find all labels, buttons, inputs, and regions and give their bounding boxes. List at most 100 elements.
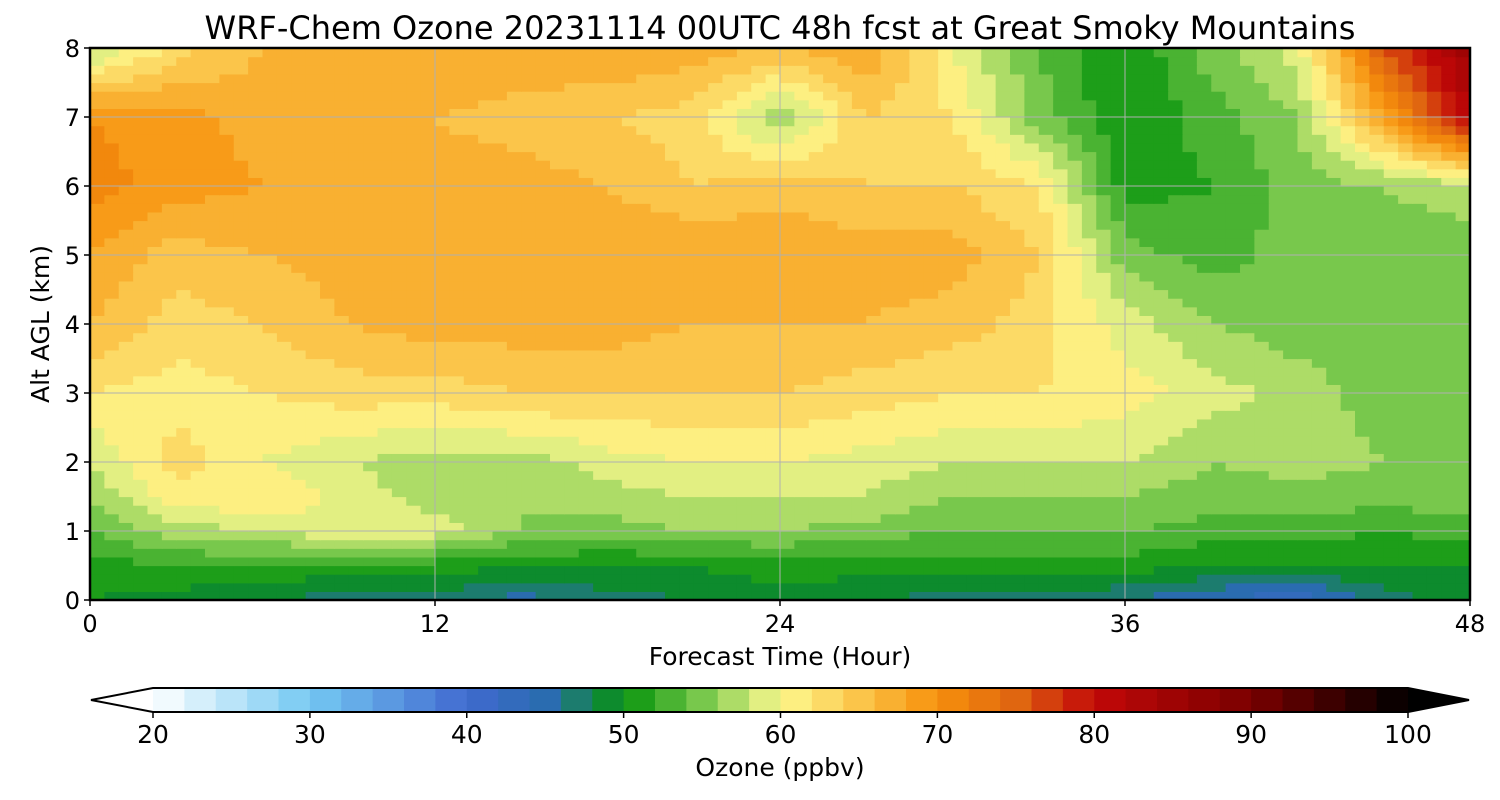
ozone-cell [334, 220, 350, 230]
ozone-cell [478, 548, 494, 558]
ozone-cell [1182, 151, 1198, 161]
ozone-cell [607, 289, 623, 299]
ozone-cell [133, 479, 149, 489]
ozone-cell [1398, 574, 1414, 584]
ozone-cell [837, 384, 853, 394]
ozone-cell [1441, 246, 1457, 256]
ozone-cell [981, 384, 997, 394]
ozone-cell [837, 160, 853, 170]
ozone-cell [1355, 496, 1370, 506]
ozone-cell [650, 574, 666, 584]
ozone-cell [837, 168, 853, 178]
ozone-cell [966, 341, 982, 351]
ozone-cell [851, 470, 867, 480]
ozone-cell [593, 298, 609, 308]
ozone-cell [1355, 375, 1370, 385]
ozone-cell [363, 436, 379, 446]
ozone-cell [147, 255, 163, 265]
ozone-cell [1110, 487, 1126, 498]
ozone-cell [406, 591, 422, 601]
ozone-cell [1455, 194, 1471, 204]
ozone-cell [550, 194, 565, 204]
ozone-cell [506, 496, 522, 506]
ozone-cell [736, 289, 752, 299]
ozone-cell [320, 574, 335, 584]
ozone-cell [837, 289, 853, 299]
ozone-cell [1196, 427, 1212, 437]
ozone-cell [564, 479, 580, 489]
ozone-cell [104, 341, 120, 351]
ozone-cell [1455, 591, 1471, 601]
ozone-cell [262, 367, 278, 377]
ozone-cell [320, 582, 335, 592]
ozone-cell [938, 177, 954, 187]
ozone-cell [1369, 255, 1385, 265]
ozone-cell [377, 496, 393, 506]
ozone-cell [1240, 548, 1255, 558]
ozone-cell [1225, 194, 1241, 204]
ozone-cell [693, 306, 709, 316]
ozone-cell [1096, 272, 1112, 282]
ozone-cell [420, 168, 436, 178]
ozone-cell [161, 513, 177, 523]
ozone-cell [1383, 513, 1399, 523]
ozone-cell [1081, 582, 1097, 592]
ozone-cell [866, 479, 882, 489]
ozone-cell [248, 220, 264, 230]
ozone-cell [1211, 237, 1227, 247]
ozone-cell [320, 349, 335, 360]
ozone-cell [291, 280, 307, 291]
ozone-cell [190, 505, 206, 515]
ozone-cell [1268, 531, 1284, 541]
ozone-cell [1168, 220, 1184, 230]
ozone-cell [118, 246, 134, 256]
ozone-cell [1153, 539, 1169, 549]
ozone-cell [248, 151, 264, 161]
ozone-cell [679, 255, 695, 265]
ozone-cell [1225, 436, 1241, 446]
ozone-cell [736, 548, 752, 558]
ozone-cell [291, 582, 307, 592]
ozone-cell [449, 401, 465, 411]
ozone-cell [1355, 194, 1370, 204]
ozone-cell [348, 160, 364, 170]
ozone-cell [463, 487, 479, 498]
ozone-cell [219, 246, 235, 256]
ozone-cell [1225, 453, 1241, 463]
ozone-cell [621, 410, 637, 420]
ozone-cell [205, 151, 220, 161]
ozone-cell [607, 496, 623, 506]
ozone-cell [1398, 186, 1414, 196]
ozone-cell [118, 496, 134, 506]
ozone-cell [995, 358, 1011, 368]
ozone-cell [363, 487, 379, 498]
ozone-cell [1225, 186, 1241, 196]
ozone-cell [952, 332, 968, 342]
ozone-cell [506, 341, 522, 351]
ozone-cell [679, 229, 695, 239]
ozone-cell [449, 289, 465, 299]
ozone-cell [420, 151, 436, 161]
ozone-cell [550, 531, 565, 541]
ozone-cell [420, 255, 436, 265]
ozone-cell [938, 151, 954, 161]
ozone-cell [938, 367, 954, 377]
ozone-cell [736, 194, 752, 204]
ozone-cell [233, 177, 249, 187]
ozone-cell [1024, 384, 1040, 394]
ozone-cell [90, 177, 105, 187]
ozone-cell [995, 410, 1011, 420]
ozone-cell [938, 470, 954, 480]
ozone-cell [363, 263, 379, 273]
ozone-cell [1125, 513, 1140, 523]
ozone-cell [794, 539, 810, 549]
ozone-cell [1355, 349, 1370, 360]
ozone-cell [923, 548, 939, 558]
ozone-cell [334, 306, 350, 316]
ozone-cell [1297, 246, 1313, 256]
ozone-cell [880, 194, 896, 204]
ozone-cell [650, 151, 666, 161]
ozone-cell [1283, 496, 1299, 506]
ozone-cell [463, 522, 479, 532]
ozone-cell [1053, 315, 1069, 325]
